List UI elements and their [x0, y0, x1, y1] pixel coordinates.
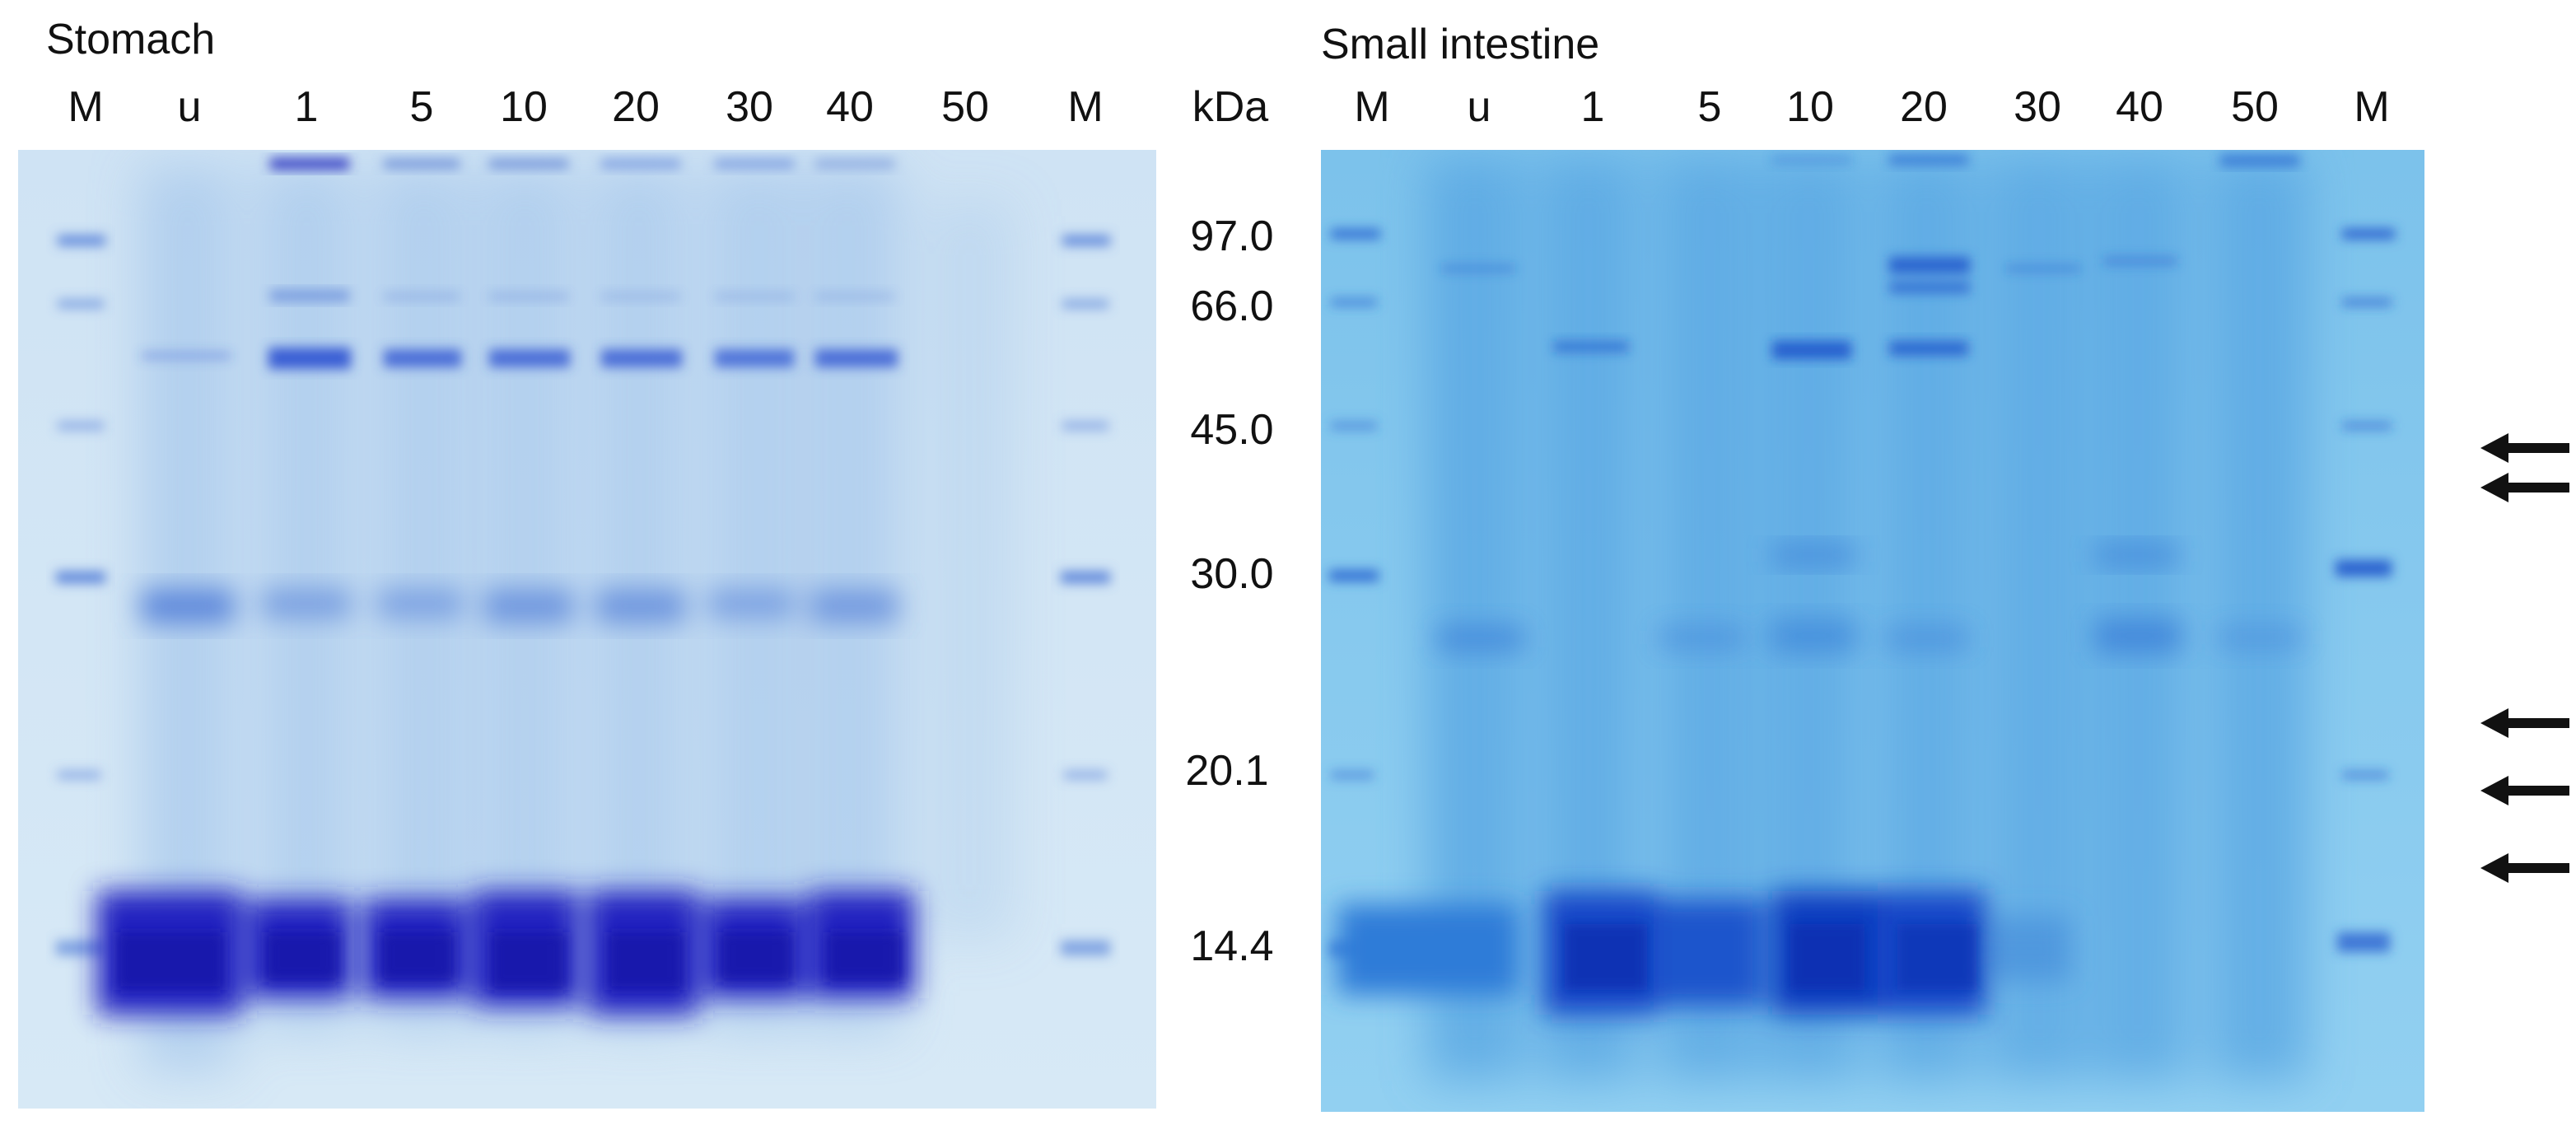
stomach-lane-label: 1 [294, 83, 319, 131]
intestine-lane-label: 30 [2014, 83, 2061, 131]
intestine-lane-label: u [1467, 83, 1491, 131]
stomach-lane-label: u [177, 83, 202, 131]
kda-unit-label: kDa [1192, 83, 1269, 131]
stomach-lane-label: 40 [826, 83, 874, 131]
stomach-lane-label: M [68, 83, 104, 131]
intestine-gel-image [1321, 150, 2424, 1112]
stomach-lane-label: 20 [612, 83, 660, 131]
stomach-lane-label: 50 [941, 83, 989, 131]
left-arrow-icon [2480, 853, 2569, 883]
marker-size-label: 30.0 [1190, 550, 1274, 598]
intestine-lane-label: 40 [2116, 83, 2163, 131]
intestine-lane-label: M [1354, 83, 1390, 131]
marker-size-label: 20.1 [1185, 747, 1269, 795]
stomach-gel-image [18, 150, 1156, 1109]
left-arrow-icon [2480, 473, 2569, 502]
marker-size-label: 45.0 [1190, 406, 1274, 454]
intestine-lane-label: 50 [2231, 83, 2279, 131]
stomach-lane-label: 5 [409, 83, 434, 131]
stomach-title: Stomach [46, 16, 216, 63]
intestine-lane-label: M [2354, 83, 2390, 131]
stomach-lane-label: 30 [726, 83, 773, 131]
marker-size-label: 97.0 [1190, 212, 1274, 260]
intestine-lane-label: 20 [1900, 83, 1948, 131]
intestine-lane-label: 10 [1786, 83, 1834, 131]
small-intestine-title: Small intestine [1321, 21, 1600, 68]
stomach-lane-label: 10 [500, 83, 548, 131]
left-arrow-icon [2480, 433, 2569, 463]
marker-size-label: 14.4 [1190, 922, 1274, 970]
left-arrow-icon [2480, 776, 2569, 805]
marker-size-label: 66.0 [1190, 282, 1274, 330]
left-arrow-icon [2480, 708, 2569, 738]
intestine-lane-label: 1 [1580, 83, 1605, 131]
stomach-lane-label: M [1067, 83, 1104, 131]
intestine-lane-label: 5 [1697, 83, 1722, 131]
